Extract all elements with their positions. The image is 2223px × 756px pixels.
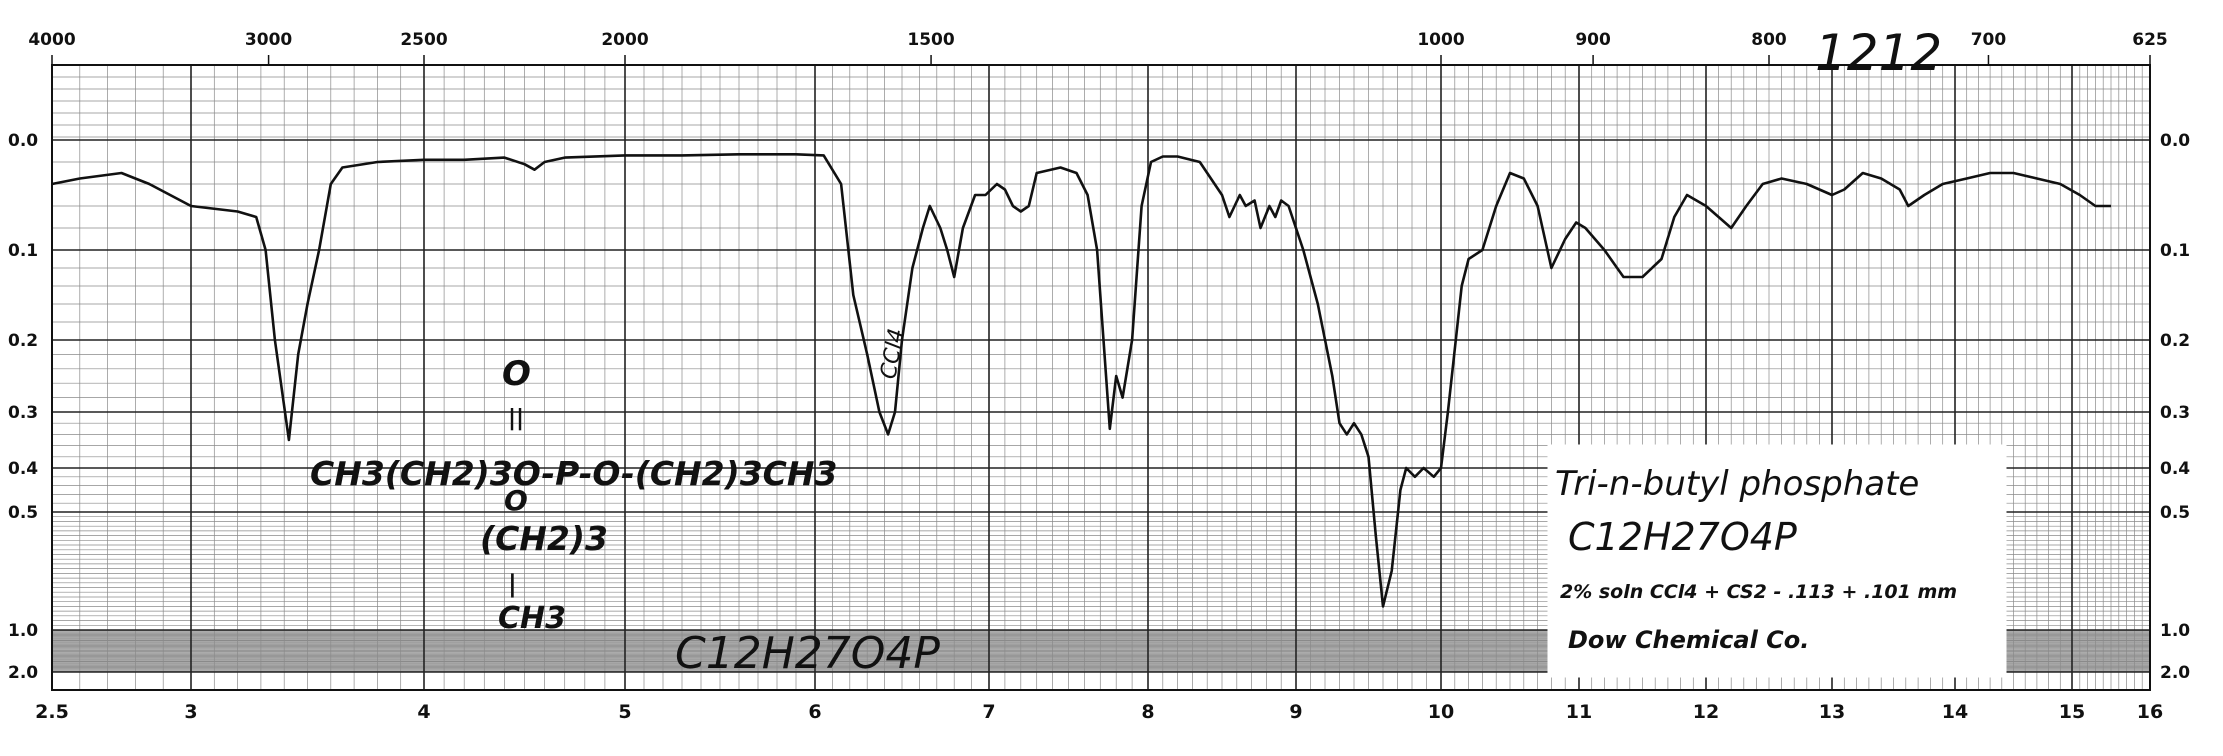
tick-label: 15 — [2059, 701, 2085, 723]
tick-label: 4000 — [28, 30, 75, 50]
tick-label: 10 — [1428, 701, 1454, 723]
right-absorbance-axis: 0.0 0.1 0.2 0.3 0.4 0.5 1.0 2.0 — [2160, 131, 2190, 683]
tick-label: 625 — [2132, 30, 2168, 50]
tick-label: 0.2 — [2160, 331, 2190, 351]
info-box-source: Dow Chemical Co. — [1568, 626, 1809, 654]
structure-single-bond: | — [508, 570, 517, 598]
tick-label: 14 — [1942, 701, 1968, 723]
top-wavenumber-axis: 4000 3000 2500 2000 1500 1000 900 800 700 625 — [28, 30, 2168, 65]
tick-label: 0.0 — [2160, 131, 2190, 151]
tick-label: 0.1 — [8, 241, 38, 261]
tick-label: 0.3 — [8, 403, 38, 423]
tick-label: 12 — [1693, 701, 1719, 723]
tick-label: 11 — [1566, 701, 1592, 723]
tick-label: 1.0 — [2160, 621, 2190, 641]
structure-lower-chain: (CH2)3 — [480, 519, 608, 558]
tick-label: 0.4 — [2160, 459, 2190, 479]
structure-double-bond: || — [508, 406, 524, 431]
tick-label: 3000 — [245, 30, 292, 50]
bottom-wavelength-axis: 2.5 3 4 5 6 7 8 9 10 11 12 13 14 15 16 — [35, 701, 2163, 723]
tick-label: 900 — [1575, 30, 1611, 50]
tick-label: 4 — [417, 701, 430, 723]
tick-label: 5 — [618, 701, 631, 723]
info-box: Tri-n-butyl phosphate C12H27O4P 2% soln … — [1547, 444, 2007, 678]
tick-label: 2.0 — [8, 663, 38, 683]
tick-label: 2.0 — [2160, 663, 2190, 683]
tick-label: 0.2 — [8, 331, 38, 351]
tick-label: 1.0 — [8, 621, 38, 641]
tick-label: 700 — [1971, 30, 2007, 50]
tick-label: 8 — [1141, 701, 1154, 723]
tick-label: 0.0 — [8, 131, 38, 151]
structure-main-chain: CH3(CH2)3O-P-O-(CH2)3CH3 — [310, 454, 837, 493]
tick-label: 1000 — [1417, 30, 1464, 50]
info-box-formula: C12H27O4P — [1568, 515, 1797, 559]
tick-label: 0.4 — [8, 459, 38, 479]
tick-label: 2000 — [601, 30, 648, 50]
series-layer — [51, 153, 2111, 608]
tick-label: 7 — [982, 701, 995, 723]
tick-label: 800 — [1751, 30, 1787, 50]
tick-label: 16 — [2137, 701, 2163, 723]
tick-label: 13 — [1819, 701, 1845, 723]
plot-frame — [51, 64, 2151, 691]
tick-label: 0.5 — [2160, 503, 2190, 523]
tick-label: 0.3 — [2160, 403, 2190, 423]
structure-lower-oxygen: O — [504, 484, 528, 517]
spectrum-line — [51, 153, 2111, 608]
tick-label: 1500 — [907, 30, 954, 50]
tick-label: 2500 — [400, 30, 447, 50]
info-box-background — [1547, 444, 2007, 678]
info-box-compound: Tri-n-butyl phosphate — [1555, 464, 1919, 504]
tick-label: 6 — [808, 701, 821, 723]
structure-lower-methyl: CH3 — [498, 601, 566, 636]
tick-label: 9 — [1289, 701, 1302, 723]
tick-label: 3 — [184, 701, 197, 723]
tick-label: 0.5 — [8, 503, 38, 523]
structure-top-oxygen: O — [502, 354, 531, 394]
formula-handwritten: C12H27O4P — [675, 628, 940, 679]
band-label-ccl4: CCl4 — [876, 327, 909, 381]
tick-label: 0.1 — [2160, 241, 2190, 261]
spectrum-number: 1212 — [1815, 24, 1942, 82]
left-absorbance-axis: 0.0 0.1 0.2 0.3 0.4 0.5 1.0 2.0 — [8, 131, 38, 683]
tick-label: 2.5 — [35, 701, 69, 723]
info-box-conditions: 2% soln CCl4 + CS2 - .113 + .101 mm — [1560, 581, 1957, 603]
structure-drawing: O || CH3(CH2)3O-P-O-(CH2)3CH3 O (CH2)3 |… — [310, 354, 837, 636]
